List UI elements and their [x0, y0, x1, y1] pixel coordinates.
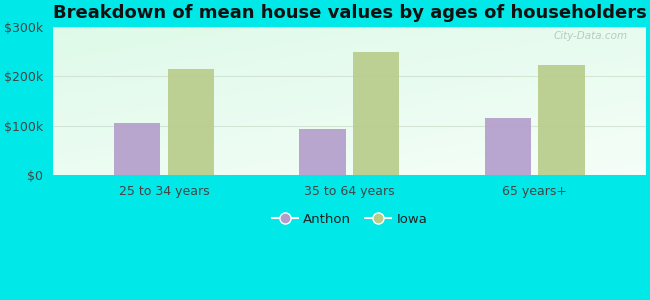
Text: City-Data.com: City-Data.com: [554, 31, 628, 41]
Bar: [300, 129, 346, 176]
Bar: [353, 52, 400, 176]
Legend: Anthon, Iowa: Anthon, Iowa: [266, 208, 432, 231]
Bar: [114, 123, 161, 176]
Bar: [485, 118, 531, 176]
Title: Breakdown of mean house values by ages of householders: Breakdown of mean house values by ages o…: [53, 4, 646, 22]
Bar: [168, 69, 215, 176]
Bar: [538, 65, 585, 176]
